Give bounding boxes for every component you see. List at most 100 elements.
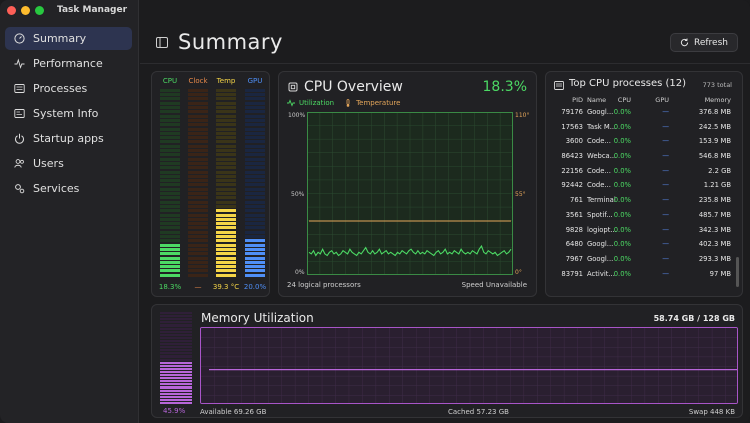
scrollbar[interactable] [736, 257, 739, 287]
gauge-segment [245, 204, 265, 208]
gauge-segment [216, 140, 236, 144]
process-table: 79176 Googl... 0.0% —376.8 MB 17563 Task M...… [546, 106, 744, 282]
gauge-segment [188, 239, 208, 243]
cpu-chip-icon [288, 82, 298, 92]
memory-gauge-segment [160, 355, 192, 358]
zoom-window-button[interactable] [35, 6, 44, 15]
gauge-segment [188, 153, 208, 157]
gauge-segment [245, 217, 265, 221]
table-row[interactable]: 761 Terminal 0.0% — 235.8 MB [546, 194, 744, 209]
col-cpu[interactable]: CPU [617, 96, 631, 104]
memory-swap: Swap 448 KB [688, 408, 735, 416]
col-gpu[interactable]: GPU [655, 96, 669, 104]
gauge-segment [188, 166, 208, 170]
memory-gauge-segment [160, 380, 192, 383]
sidebar-item-system-info[interactable]: System Info [5, 102, 132, 125]
table-row[interactable]: 22156 Code... 0.0% — 2.2 GB [546, 165, 744, 180]
pid-cell: 761 [570, 196, 583, 205]
gauge-segment [160, 114, 180, 118]
gauge-segment [188, 209, 208, 213]
gauge-segment [245, 256, 265, 260]
gauge-segment [160, 256, 180, 260]
gauge-segment [216, 170, 236, 174]
gauge-segment [160, 179, 180, 183]
top-processes-title: Top CPU processes (12) [569, 78, 687, 89]
col-memory[interactable]: Memory [704, 96, 731, 104]
gauge-segment [188, 88, 208, 92]
sidebar-item-services[interactable]: Services [5, 177, 132, 200]
table-row[interactable]: 3600 Code... 0.0% — 153.9 MB [546, 135, 744, 150]
memory-title: Memory Utilization [201, 311, 314, 325]
sidebar-item-startup-apps[interactable]: Startup apps [5, 127, 132, 150]
table-row[interactable]: 92442 Code... 0.0% — 1.21 GB [546, 179, 744, 194]
list-icon [14, 83, 25, 94]
table-row[interactable]: 86423 Webca... 0.0% — 546.8 MB [546, 150, 744, 165]
gauge-segment [160, 101, 180, 105]
memory-cell: 546.8 MB [698, 152, 731, 161]
sidebar-item-performance[interactable]: Performance [5, 52, 132, 75]
y-tick-left: 0% [295, 269, 305, 276]
memory-cell: 235.8 MB [698, 196, 731, 205]
name-cell: Spotif... [587, 210, 613, 219]
gauge-segment [160, 260, 180, 264]
sidebar-toggle-icon[interactable] [156, 37, 168, 48]
memory-gauge-segment [160, 398, 192, 401]
sidebar-item-processes[interactable]: Processes [5, 77, 132, 100]
gauge-segment [188, 204, 208, 208]
pid-cell: 83791 [561, 269, 583, 278]
gauge-segment [216, 226, 236, 230]
table-row[interactable]: 79176 Googl... 0.0% — 376.8 MB [546, 106, 744, 121]
table-row[interactable]: 7967 Googl... 0.0% — 293.3 MB [546, 253, 744, 268]
gauge-segment [188, 200, 208, 204]
sidebar-item-users[interactable]: Users [5, 152, 132, 175]
minimize-window-button[interactable] [21, 6, 30, 15]
gauge-segment [216, 252, 236, 256]
refresh-button[interactable]: Refresh [670, 33, 738, 52]
memory-gauge-segment [160, 386, 192, 389]
gauge-segment [188, 106, 208, 109]
gauge-segment [245, 101, 265, 105]
table-row[interactable]: 6480 Googl... 0.0% — 402.3 MB [546, 238, 744, 253]
gauge-segment [188, 187, 208, 191]
gauge-segment [245, 114, 265, 118]
table-row[interactable]: 3561 Spotif... 0.0% — 485.7 MB [546, 209, 744, 224]
gauge-segment [245, 140, 265, 144]
gauge-segment [188, 170, 208, 174]
name-cell: Googl... [587, 108, 614, 116]
page-title: Summary [178, 30, 283, 54]
gauge-segment [245, 235, 265, 238]
y-tick-right: 0° [515, 269, 522, 276]
col-pid[interactable]: PID [572, 96, 583, 104]
legend-temperature: Temperature [344, 99, 400, 107]
table-row[interactable]: 83791 Activit... 0.0% — 97 MB [546, 268, 744, 283]
gauge-segment [188, 93, 208, 97]
gauge-label: Clock [188, 77, 208, 85]
gauge-segment [188, 183, 208, 187]
table-row[interactable]: 9828 logiopt... 0.0% — 342.3 MB [546, 224, 744, 239]
memory-gauge-segment [160, 312, 192, 315]
gauge-segment [188, 140, 208, 144]
gauge-segment [216, 118, 236, 122]
gauge-segment [245, 136, 265, 140]
gauge-label: GPU [247, 77, 263, 85]
gauge-segment [245, 230, 265, 234]
table-row[interactable]: 17563 Task M... 0.0% — 242.5 MB [546, 121, 744, 136]
memory-plot-area [201, 328, 737, 403]
col-name[interactable]: Name [587, 96, 607, 104]
sidebar-item-summary[interactable]: Summary [5, 27, 132, 50]
users-icon [14, 158, 25, 169]
cpu-overview-panel: CPU Overview 18.3% Utilization Temperatu… [278, 71, 537, 297]
gauge-segment [188, 114, 208, 118]
gauge-segment [188, 161, 208, 165]
memory-cached: Cached 57.23 GB [448, 408, 509, 416]
close-window-button[interactable] [7, 6, 16, 15]
gauges-panel: CPU 18.3% Clock — Temp 39.3 °C GPU 20.0% [151, 71, 270, 297]
gauge-segment [216, 256, 236, 260]
memory-gauge-segment [160, 392, 192, 395]
pid-cell: 86423 [561, 152, 583, 161]
legend-label: Utilization [299, 99, 335, 107]
cpu-cell: 0.0% [613, 122, 631, 131]
gauge-segment [188, 136, 208, 140]
cpu-cell: 0.0% [613, 166, 631, 175]
gauge-segment [188, 174, 208, 178]
